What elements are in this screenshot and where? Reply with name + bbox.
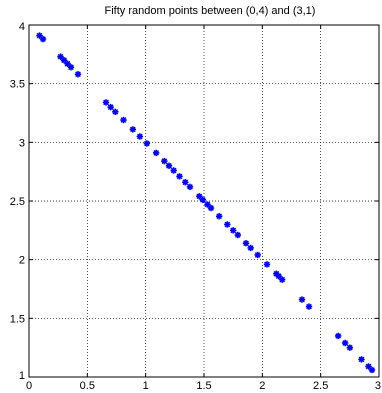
data-point (199, 196, 207, 204)
data-points (36, 32, 376, 374)
data-point (207, 204, 215, 212)
x-tick-label: 0.5 (80, 380, 95, 392)
data-point (74, 71, 82, 78)
data-point (242, 240, 250, 247)
data-point (182, 179, 189, 186)
data-point (107, 103, 114, 111)
y-tick-label: 2.5 (10, 196, 25, 208)
data-point (39, 35, 47, 43)
data-point (224, 221, 231, 228)
data-point (305, 303, 313, 310)
data-point (341, 339, 349, 347)
axis-ticks (28, 24, 380, 378)
x-tick-label: 3 (375, 380, 381, 392)
y-tick-label: 1 (19, 370, 25, 382)
chart-title: Fifty random points between (0,4) and (3… (105, 5, 316, 17)
x-tick-label: 2 (259, 380, 265, 392)
data-point (112, 108, 119, 116)
data-point (136, 133, 144, 140)
data-point (129, 126, 137, 133)
data-point (365, 363, 372, 370)
x-tick-label: 2.5 (313, 380, 328, 392)
y-tick-label: 3.5 (10, 79, 25, 91)
y-tick-label: 1.5 (10, 313, 25, 325)
x-tick-label: 0 (26, 380, 32, 392)
data-point (298, 296, 306, 303)
y-tick-label: 4 (19, 21, 25, 33)
data-point (165, 162, 173, 169)
data-point (120, 116, 127, 124)
data-point (278, 276, 286, 283)
data-point (102, 99, 110, 106)
x-tick-label: 1.5 (196, 380, 211, 392)
data-point (263, 261, 271, 268)
data-point (334, 332, 342, 340)
data-point (176, 173, 183, 180)
y-tick-label: 3 (19, 137, 25, 149)
data-point (143, 140, 151, 147)
data-point (152, 149, 160, 157)
data-point (229, 227, 237, 234)
data-point (254, 251, 261, 259)
data-point (57, 53, 64, 60)
y-tick-label: 2 (19, 255, 25, 267)
data-point (368, 366, 376, 374)
data-point (170, 167, 177, 174)
data-point (247, 244, 254, 252)
data-point (161, 157, 168, 165)
data-point (234, 231, 242, 239)
data-point (346, 344, 354, 351)
tick-labels: 0 0.5 1 1.5 2 2.5 3 1 1.5 2 2.5 3 3.5 4 (10, 21, 381, 392)
data-point (204, 201, 211, 208)
data-point (215, 213, 223, 220)
data-point (275, 272, 282, 280)
data-point (358, 356, 365, 363)
data-point (67, 64, 75, 71)
data-point (186, 183, 194, 191)
x-tick-label: 1 (143, 380, 149, 392)
